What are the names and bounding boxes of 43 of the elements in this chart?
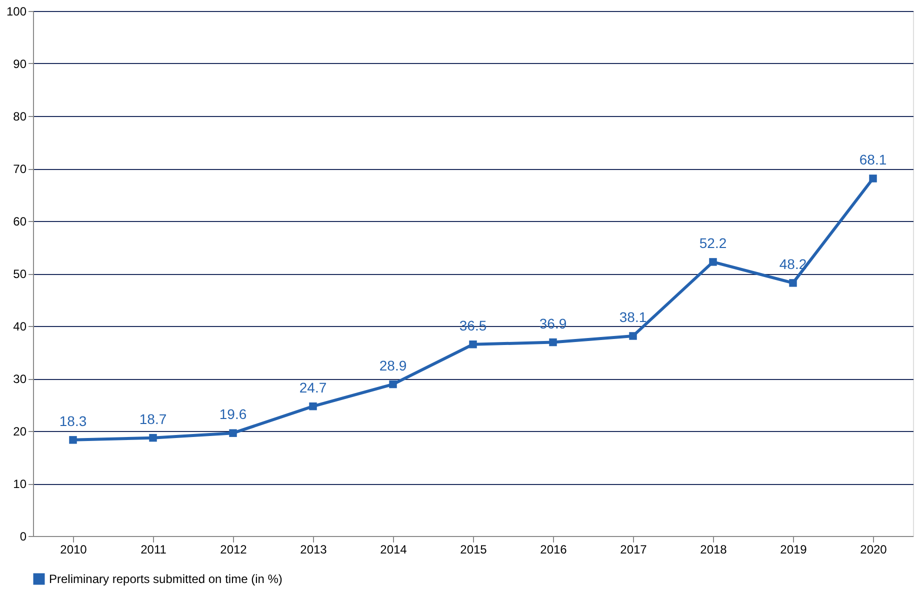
y-tick-label: 20 (13, 424, 27, 438)
y-tick-label: 90 (13, 57, 27, 71)
x-tick-label: 2015 (460, 542, 488, 556)
data-label: 38.1 (619, 308, 647, 325)
data-label: 68.1 (859, 151, 887, 168)
x-tick-label: 2016 (540, 542, 568, 556)
data-label: 48.2 (779, 256, 807, 272)
y-tick-label: 80 (13, 110, 27, 124)
x-tick-label: 2012 (220, 542, 248, 556)
data-label: 18.3 (59, 412, 87, 429)
y-tick-label: 30 (13, 372, 27, 386)
y-tick-label: 60 (13, 214, 27, 228)
data-label: 19.6 (219, 406, 247, 422)
y-tick-label: 50 (13, 267, 27, 281)
point (229, 429, 237, 437)
y-tick-label: 10 (13, 477, 27, 491)
point (869, 174, 877, 182)
point (629, 332, 637, 340)
x-tick-label: 2019 (780, 542, 808, 556)
y-tick-label: 0 (20, 530, 27, 544)
data-label: 52.2 (699, 234, 727, 251)
x-tick-label: 2018 (700, 542, 728, 556)
y-tick-label: 100 (6, 4, 27, 18)
point (149, 434, 157, 442)
point (309, 402, 317, 410)
data-label: 18.7 (139, 410, 167, 427)
point (709, 258, 717, 266)
x-tick-label: 2011 (140, 542, 167, 556)
x-tick-label: 2017 (620, 542, 648, 556)
point (789, 279, 797, 287)
legend-label: Preliminary reports submitted on time (in %) (49, 572, 282, 586)
x-tick-label: 2010 (60, 542, 88, 556)
x-tick-label: 2020 (860, 542, 888, 556)
point (389, 380, 397, 388)
data-label: 24.7 (299, 379, 327, 396)
data-label: 28.9 (379, 357, 407, 374)
point (549, 338, 557, 346)
point (69, 436, 77, 444)
y-tick-label: 40 (13, 320, 27, 334)
point (469, 340, 477, 348)
x-tick-label: 2013 (300, 542, 328, 556)
y-tick-label: 70 (13, 162, 27, 176)
x-tick-label: 2014 (380, 542, 408, 556)
